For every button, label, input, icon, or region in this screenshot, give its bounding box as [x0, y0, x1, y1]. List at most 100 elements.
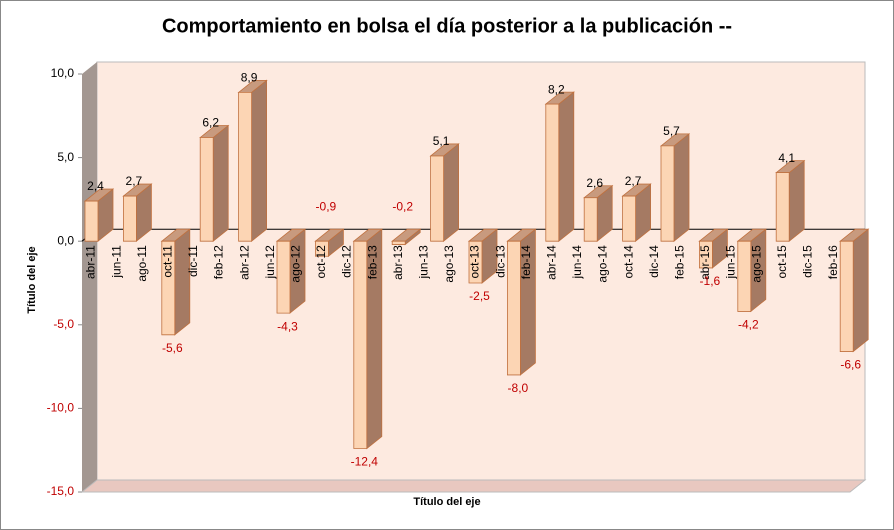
x-tick-label: oct-14: [621, 245, 635, 279]
bar: [275, 228, 307, 314]
x-tick-label: ago-11: [135, 245, 149, 282]
bar-face: [391, 240, 406, 245]
x-tick-label: oct-15: [775, 245, 789, 279]
x-tick-label: dic-15: [800, 245, 814, 278]
data-label: 5,1: [433, 134, 450, 148]
bar-face: [199, 137, 214, 242]
y-tick-label: 5,0: [57, 150, 74, 164]
x-axis-title: Título del eje: [413, 496, 480, 508]
x-tick-label: oct-13: [468, 245, 482, 279]
bar-face: [212, 124, 229, 243]
bar-face: [583, 197, 598, 242]
x-tick-label: feb-15: [672, 245, 686, 279]
data-label: -2,5: [469, 289, 490, 303]
bar: [160, 228, 191, 336]
x-tick-label: jun-11: [109, 245, 123, 279]
bar-face: [161, 240, 176, 336]
bar-face: [276, 240, 291, 314]
x-tick-label: oct-12: [314, 245, 328, 279]
x-tick-label: ago-14: [596, 245, 610, 283]
bar-face: [558, 91, 575, 243]
x-tick-label: dic-12: [340, 245, 354, 278]
bar: [429, 143, 460, 243]
data-label: -8,0: [508, 381, 529, 395]
data-label: -12,4: [351, 455, 379, 469]
data-label: -4,3: [277, 319, 298, 333]
x-tick-label: abr-14: [544, 245, 558, 280]
data-label: 8,2: [548, 82, 565, 96]
bar-face: [123, 195, 137, 242]
x-tick-label: feb-14: [519, 245, 533, 279]
data-label: -0,9: [316, 199, 337, 213]
x-tick-label: jun-12: [263, 245, 277, 280]
bar: [467, 228, 499, 284]
data-label: -1,6: [700, 274, 721, 288]
bar: [621, 183, 652, 243]
x-tick-label: ago-12: [288, 245, 302, 283]
y-tick-label: -10,0: [47, 401, 75, 415]
x-tick-label: dic-13: [493, 245, 507, 278]
x-tick-label: jun-15: [724, 245, 738, 280]
x-tick-label: jun-14: [570, 245, 584, 280]
data-label: -5,6: [162, 341, 183, 355]
bar-face: [737, 240, 752, 312]
bar-face: [775, 172, 790, 242]
y-tick-label: -5,0: [53, 317, 74, 331]
data-label: 2,4: [87, 179, 104, 193]
bar: [391, 228, 422, 246]
x-tick-label: abr-11: [84, 245, 98, 279]
x-tick-label: feb-12: [212, 245, 226, 279]
bar-face: [622, 195, 636, 242]
bar-face: [852, 228, 869, 353]
bar: [352, 228, 383, 450]
bar-face: [506, 240, 521, 376]
data-label: 5,7: [663, 124, 680, 138]
data-label: -6,6: [840, 358, 861, 372]
x-tick-label: dic-14: [647, 245, 661, 278]
bar: [839, 228, 870, 353]
data-label: 2,7: [625, 174, 642, 188]
x-tick-label: jun-13: [416, 245, 430, 280]
bar-face: [788, 159, 805, 243]
bar-face: [84, 200, 99, 242]
bar: [698, 228, 729, 269]
bar-face: [839, 240, 854, 352]
y-axis-title: Título del eje: [26, 246, 38, 313]
bar-face: [468, 240, 483, 284]
bar: [506, 228, 537, 376]
x-tick-label: oct-11: [160, 245, 174, 278]
side-wall: [82, 62, 97, 492]
x-tick-label: abr-12: [237, 245, 251, 280]
bar-face: [238, 91, 253, 242]
chart-title: Comportamiento en bolsa el día posterior…: [162, 15, 732, 37]
bar-face: [443, 143, 460, 243]
bar-face: [545, 103, 560, 242]
bar: [83, 188, 115, 243]
bar: [736, 228, 767, 313]
x-tick-label: ago-15: [749, 245, 763, 283]
data-label: 2,7: [126, 174, 143, 188]
bar-face: [699, 240, 713, 269]
x-tick-label: ago-13: [442, 245, 456, 283]
data-label: 4,1: [778, 151, 795, 165]
x-tick-label: feb-13: [365, 245, 379, 279]
bar: [583, 184, 614, 243]
bar-face: [430, 155, 445, 242]
data-label: 8,9: [241, 71, 258, 85]
bar-face: [174, 228, 191, 336]
x-tick-label: dic-11: [186, 245, 200, 277]
data-label: -4,2: [738, 318, 759, 332]
bar: [314, 228, 345, 258]
bar: [659, 133, 691, 243]
y-tick-label: 10,0: [51, 66, 75, 80]
bar-face: [353, 240, 368, 449]
bar: [544, 91, 575, 243]
bar: [775, 159, 806, 243]
y-tick-label: 0,0: [57, 233, 74, 247]
x-tick-label: abr-15: [698, 245, 712, 280]
x-tick-label: feb-16: [826, 245, 840, 279]
floor: [80, 479, 867, 493]
bar: [122, 183, 153, 243]
bar-face: [251, 79, 268, 243]
